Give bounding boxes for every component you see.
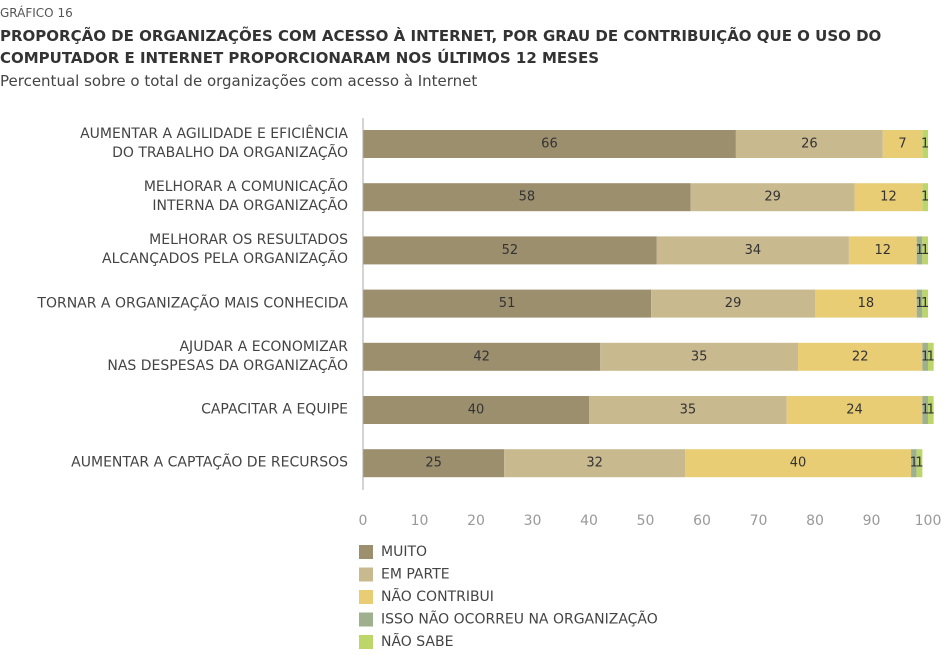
legend-swatch [359,567,373,582]
data-label: 1 [921,403,929,418]
x-tick-label: 60 [693,513,711,529]
bar-segment [928,396,934,424]
bar-segment [363,449,505,478]
legend-swatch [359,635,373,649]
x-tick-label: 50 [637,513,655,529]
bar-segment [363,396,589,424]
x-tick-label: 0 [359,513,368,529]
bar-segment [916,236,923,265]
data-label: 1 [921,190,929,205]
bar-segment [922,130,928,158]
data-label: 1 [915,456,923,471]
legend-swatch [359,545,373,559]
data-label: 52 [502,243,519,258]
bar-segment [911,449,917,478]
bar-segment [589,396,787,424]
data-label: 1 [921,296,929,311]
data-label: 66 [541,137,558,152]
bar-segment [600,342,799,371]
data-label: 12 [880,190,897,205]
data-label: 1 [915,243,923,258]
bar-segment [882,130,923,158]
data-label: 40 [468,403,485,418]
data-label: 29 [764,190,781,205]
x-tick-label: 30 [524,513,542,529]
data-label: 1 [921,349,929,364]
data-label: 34 [745,243,762,258]
category-label: MELHORAR OS RESULTADOS ALCANÇADOS PELA O… [102,232,348,268]
data-label: 1 [910,456,918,471]
data-label: 26 [801,137,818,152]
legend-label: MUITO [381,544,427,560]
bar-segment [848,236,917,265]
x-tick-label: 20 [467,513,485,529]
data-label: 40 [790,456,807,471]
data-label: 1 [927,349,935,364]
category-label: TORNAR A ORGANIZAÇÃO MAIS CONHECIDA [37,295,348,312]
bar-segment [922,342,928,371]
category-label: AUMENTAR A AGILIDADE E EFICIÊNCIA DO TRA… [80,126,348,161]
bar-segment [363,289,652,318]
data-label: 1 [927,403,935,418]
data-label: 51 [499,296,516,311]
bar-segment [735,130,883,158]
data-label: 42 [473,349,490,364]
legend-label: NÃO CONTRIBUI [381,588,494,605]
bar-segment [363,342,601,371]
bar-segment [798,342,923,371]
bar-segment [916,289,923,318]
data-label: 35 [680,403,697,418]
legend-swatch [359,590,373,604]
bar-segment [690,183,855,212]
x-tick-label: 10 [411,513,429,529]
x-tick-label: 90 [863,513,881,529]
bar-segment [685,449,912,478]
x-tick-label: 40 [580,513,598,529]
data-label: 1 [915,296,923,311]
bar-segment [504,449,686,478]
data-label: 18 [858,296,875,311]
bar-segment [854,183,923,212]
bar-segment [363,130,736,158]
x-tick-label: 70 [750,513,768,529]
bar-segment [922,289,928,318]
data-label: 1 [921,137,929,152]
legend-label: EM PARTE [381,567,450,583]
bar-segment [922,396,928,424]
data-label: 7 [898,137,906,152]
data-label: 12 [875,243,892,258]
legend-label: NÃO SABE [381,633,453,650]
bar-segment [363,236,657,265]
data-label: 32 [586,456,603,471]
bar-segment [815,289,917,318]
data-label: 58 [519,190,536,205]
chart-title: PROPORÇÃO DE ORGANIZAÇÕES COM ACESSO À I… [0,27,882,67]
bar-segment [651,289,815,318]
data-label: 24 [846,403,863,418]
bar-segment [922,236,928,265]
x-tick-label: 80 [806,513,824,529]
bar-segment [922,183,928,212]
category-label: AUMENTAR A CAPTAÇÃO DE RECURSOS [71,454,348,471]
bar-segment [928,342,934,371]
x-tick-label: 100 [915,513,942,529]
bar-segment [363,183,691,212]
legend-label: ISSO NÃO OCORREU NA ORGANIZAÇÃO [381,611,658,628]
bar-segment [916,449,923,478]
data-label: 29 [725,296,742,311]
bar-segment [786,396,923,424]
category-label: AJUDAR A ECONOMIZAR NAS DESPESAS DA ORGA… [107,338,348,374]
subtitle: Percentual sobre o total de organizações… [0,72,478,90]
data-label: 25 [425,456,442,471]
data-label: 22 [852,349,869,364]
bar-segment [656,236,849,265]
kicker: GRÁFICO 16 [0,6,73,20]
data-label: 1 [921,243,929,258]
data-label: 35 [691,349,708,364]
category-label: MELHORAR A COMUNICAÇÃO INTERNA DA ORGANI… [143,179,348,215]
legend-swatch [359,612,373,627]
category-label: CAPACITAR A EQUIPE [201,401,348,418]
